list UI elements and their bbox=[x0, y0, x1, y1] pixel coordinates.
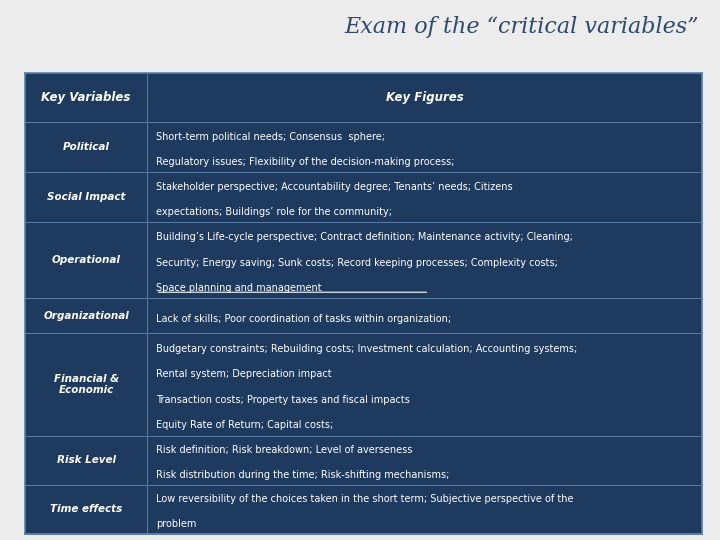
Bar bbox=[25, 73, 147, 122]
Text: Budgetary constraints; Rebuilding costs; Investment calculation; Accounting syst: Budgetary constraints; Rebuilding costs;… bbox=[156, 344, 577, 354]
Text: Key Variables: Key Variables bbox=[42, 91, 131, 104]
Text: Organizational: Organizational bbox=[43, 310, 129, 321]
Text: Financial &
Economic: Financial & Economic bbox=[53, 374, 119, 395]
Bar bbox=[25, 298, 147, 333]
Bar bbox=[147, 436, 702, 484]
Text: Time effects: Time effects bbox=[50, 504, 122, 514]
Bar bbox=[147, 172, 702, 222]
Text: Stakeholder perspective; Accountability degree; Tenants’ needs; Citizens: Stakeholder perspective; Accountability … bbox=[156, 182, 513, 192]
Bar bbox=[25, 172, 147, 222]
Bar bbox=[147, 122, 702, 172]
Text: Space planning and management: Space planning and management bbox=[156, 283, 321, 293]
Bar bbox=[25, 436, 147, 484]
Bar bbox=[147, 298, 702, 333]
Bar bbox=[25, 484, 147, 534]
Text: Equity Rate of Return; Capital costs;: Equity Rate of Return; Capital costs; bbox=[156, 421, 333, 430]
Text: Risk Level: Risk Level bbox=[57, 455, 116, 465]
Bar bbox=[147, 73, 702, 122]
Text: Political: Political bbox=[63, 142, 109, 152]
Text: Security; Energy saving; Sunk costs; Record keeping processes; Complexity costs;: Security; Energy saving; Sunk costs; Rec… bbox=[156, 258, 557, 267]
Text: Short-term political needs; Consensus  sphere;: Short-term political needs; Consensus sp… bbox=[156, 132, 384, 142]
Text: Risk distribution during the time; Risk-shifting mechanisms;: Risk distribution during the time; Risk-… bbox=[156, 470, 449, 480]
Bar bbox=[25, 122, 147, 172]
Text: Risk definition; Risk breakdown; Level of averseness: Risk definition; Risk breakdown; Level o… bbox=[156, 446, 412, 455]
Text: Exam of the “critical variables”: Exam of the “critical variables” bbox=[344, 16, 698, 38]
Text: Social Impact: Social Impact bbox=[47, 192, 125, 202]
Text: Rental system; Depreciation impact: Rental system; Depreciation impact bbox=[156, 369, 331, 379]
Text: Building’s Life-cycle perspective; Contract definition; Maintenance activity; Cl: Building’s Life-cycle perspective; Contr… bbox=[156, 232, 572, 242]
Text: Operational: Operational bbox=[52, 255, 120, 265]
Text: Key Figures: Key Figures bbox=[386, 91, 464, 104]
Text: Lack of skills; Poor coordination of tasks within organization;: Lack of skills; Poor coordination of tas… bbox=[156, 314, 451, 324]
Text: Low reversibility of the choices taken in the short term; Subjective perspective: Low reversibility of the choices taken i… bbox=[156, 494, 573, 504]
Text: Regulatory issues; Flexibility of the decision-making process;: Regulatory issues; Flexibility of the de… bbox=[156, 157, 454, 167]
Bar bbox=[147, 484, 702, 534]
Text: Transaction costs; Property taxes and fiscal impacts: Transaction costs; Property taxes and fi… bbox=[156, 395, 410, 405]
Text: expectations; Buildings’ role for the community;: expectations; Buildings’ role for the co… bbox=[156, 207, 392, 217]
Text: problem: problem bbox=[156, 519, 196, 529]
